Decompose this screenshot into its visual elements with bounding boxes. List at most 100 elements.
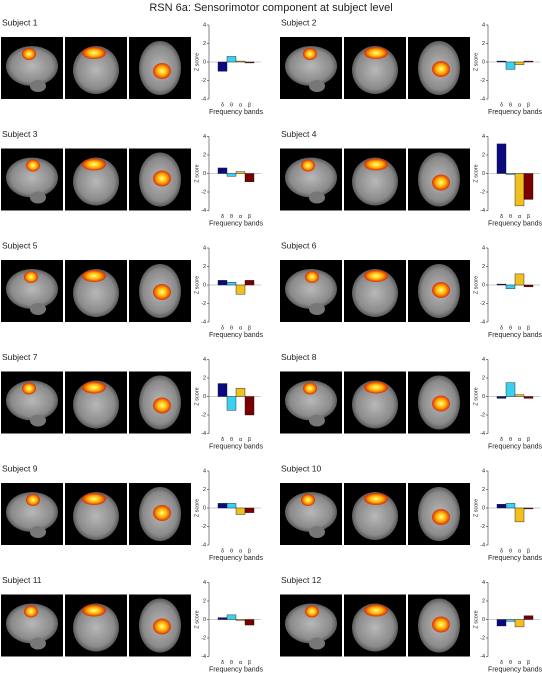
bar [226, 396, 237, 411]
x-tick-label: θ [230, 102, 233, 108]
y-tick-label: -4 [201, 319, 206, 325]
x-tick-label: θ [509, 325, 512, 331]
brain-tissue [352, 492, 398, 540]
activation [22, 382, 36, 395]
x-tick-label: β [248, 548, 251, 554]
y-tick-label: -4 [480, 431, 485, 437]
activation [364, 604, 388, 617]
subject-label: Subject 9 [2, 463, 38, 473]
y-tick-label: -4 [201, 542, 206, 548]
brain-tissue [309, 80, 325, 92]
activation [364, 381, 388, 394]
x-tick-label: α [239, 325, 243, 331]
x-tick-label: δ [500, 325, 503, 331]
x-tick-label: α [239, 437, 243, 443]
bar [514, 273, 525, 286]
activation [432, 61, 450, 77]
y-tick-label: -4 [201, 431, 206, 437]
activation [82, 270, 106, 282]
y-tick-label: -2 [480, 189, 485, 195]
bar [217, 280, 228, 286]
brain-images [1, 594, 191, 657]
brain-images [1, 37, 191, 99]
y-tick-label: 2 [203, 41, 206, 47]
activation [305, 271, 319, 283]
y-tick-label: 4 [203, 22, 206, 28]
x-tick-label: θ [509, 214, 512, 220]
x-tick-label: α [518, 214, 522, 220]
x-tick-label: δ [500, 437, 503, 443]
y-axis-label: Z score [473, 276, 479, 294]
x-tick-label: θ [509, 102, 512, 108]
y-tick-label: 4 [203, 580, 206, 586]
activation [153, 170, 171, 187]
bar [217, 617, 228, 620]
y-axis-label: Z score [194, 610, 200, 628]
subject-label: Subject 2 [281, 17, 317, 27]
x-axis-label: Frequency bands [488, 332, 542, 339]
bar [505, 173, 516, 175]
x-tick-label: δ [221, 660, 224, 666]
x-tick-label: θ [230, 548, 233, 554]
bar [496, 143, 507, 174]
bar [244, 619, 255, 626]
x-tick-label: δ [221, 325, 224, 331]
activation [82, 158, 106, 171]
activation [432, 395, 450, 412]
x-axis-label: Frequency bands [488, 443, 542, 450]
x-tick-label: β [248, 437, 251, 443]
activation [82, 604, 106, 617]
bar [496, 619, 507, 627]
activation [153, 505, 171, 521]
activation [153, 284, 171, 300]
bar [514, 394, 525, 397]
brain-tissue [352, 603, 398, 652]
x-tick-label: β [248, 214, 251, 220]
y-tick-label: 0 [482, 171, 485, 177]
x-axis-label: Frequency bands [488, 666, 542, 673]
brain-tissue [30, 80, 46, 92]
x-axis-label: Frequency bands [209, 443, 264, 450]
brain-images [280, 594, 470, 657]
activation [364, 47, 388, 59]
bar [226, 56, 237, 63]
activation [153, 397, 171, 414]
y-tick-label: 0 [482, 282, 485, 288]
y-tick-label: 0 [482, 505, 485, 511]
y-axis-label: Z score [194, 499, 200, 517]
bar [244, 280, 255, 286]
x-axis-label: Frequency bands [209, 555, 264, 562]
bar [523, 284, 534, 288]
y-tick-label: 4 [203, 245, 206, 251]
y-axis-label: Z score [194, 164, 200, 182]
y-tick-label: 2 [203, 598, 206, 604]
x-tick-label: θ [230, 660, 233, 666]
bar [523, 507, 534, 510]
y-tick-label: 4 [482, 22, 485, 28]
y-tick-label: 2 [203, 375, 206, 381]
figure-title: RSN 6a: Sensorimotor component at subjec… [149, 2, 392, 14]
bar [523, 60, 534, 63]
brain-tissue [352, 269, 398, 317]
activation [82, 493, 106, 505]
bar [505, 619, 516, 622]
brain-tissue [30, 414, 46, 427]
x-tick-label: β [248, 325, 251, 331]
activation [24, 605, 38, 618]
y-tick-label: 2 [482, 152, 485, 158]
activation [432, 282, 450, 298]
y-tick-label: 4 [482, 468, 485, 474]
bar [514, 173, 525, 207]
brain-images [280, 37, 470, 99]
brain-tissue [6, 603, 58, 644]
activation [24, 271, 38, 283]
activation [22, 48, 36, 60]
y-tick-label: -2 [480, 412, 485, 418]
brain-tissue [309, 637, 325, 650]
x-tick-label: θ [509, 660, 512, 666]
y-tick-label: 2 [203, 487, 206, 493]
x-tick-label: β [527, 214, 530, 220]
activation [303, 382, 317, 395]
y-axis-label: Z score [473, 499, 479, 517]
